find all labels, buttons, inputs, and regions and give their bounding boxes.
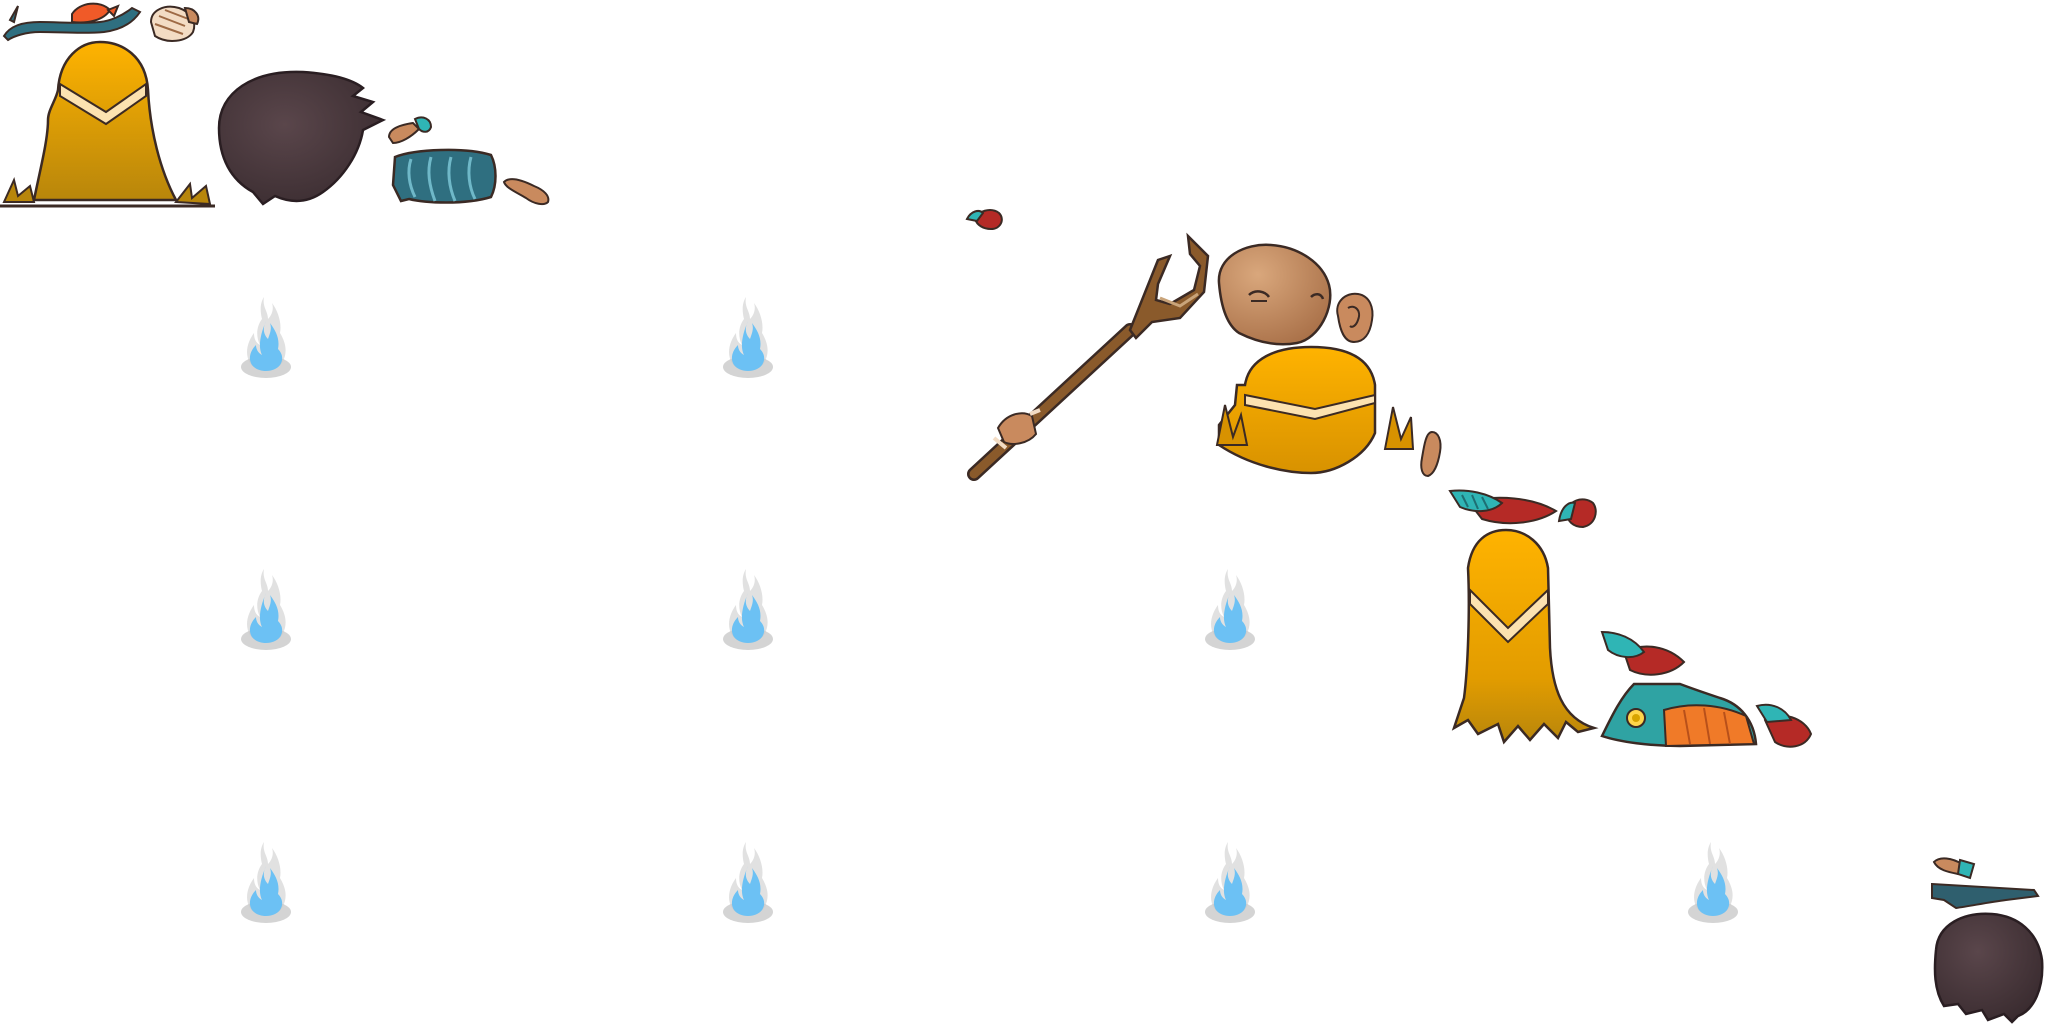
blue-flame-icon xyxy=(723,297,773,378)
blue-flame-icon xyxy=(723,842,773,923)
teal-band xyxy=(1931,882,2040,910)
small-hand-fragment xyxy=(1932,857,1976,880)
feather-piece xyxy=(1600,630,1686,676)
hair-bun xyxy=(1933,912,2044,1024)
hair-tuft xyxy=(217,70,387,206)
blue-flame-icon xyxy=(241,842,291,923)
robe-skirt-wide xyxy=(1215,345,1415,475)
small-red-feather xyxy=(1557,498,1597,529)
forearm xyxy=(502,178,550,206)
feather-cluster xyxy=(1755,703,1813,748)
blue-flame-icon xyxy=(723,569,773,650)
blue-flame-icon xyxy=(241,569,291,650)
blue-flame-icon xyxy=(1205,842,1255,923)
blue-flame-icon xyxy=(1688,842,1738,923)
bandaged-hand xyxy=(149,5,200,42)
robe-long-back xyxy=(1451,528,1599,745)
monk-head xyxy=(1217,243,1332,346)
teal-sleeve-cuff xyxy=(391,148,497,204)
feather-pair xyxy=(1448,489,1558,525)
tiny-feather xyxy=(965,209,1003,231)
blue-flame-icon xyxy=(1205,569,1255,650)
blue-flame-icon xyxy=(241,297,291,378)
headband-with-red-feather xyxy=(2,2,142,42)
finger xyxy=(1420,430,1442,478)
robe-torso-front xyxy=(0,40,215,208)
small-arm-piece xyxy=(387,116,433,145)
decorated-boot xyxy=(1600,682,1758,748)
wooden-staff-with-hand xyxy=(967,232,1210,481)
ear xyxy=(1336,292,1374,344)
